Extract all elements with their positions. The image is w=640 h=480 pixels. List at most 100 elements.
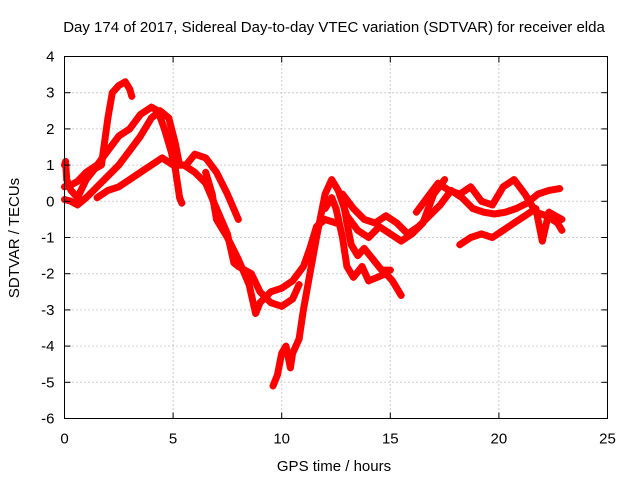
data-point xyxy=(388,277,396,285)
data-point xyxy=(349,205,357,213)
x-tick-label: 0 xyxy=(60,431,68,448)
data-point xyxy=(223,190,231,198)
data-point xyxy=(371,219,379,227)
x-tick-label: 15 xyxy=(382,431,399,448)
data-point xyxy=(74,201,82,209)
data-point xyxy=(478,197,486,205)
y-tick-label: -4 xyxy=(41,338,54,355)
x-tick-label: 5 xyxy=(169,431,177,448)
data-point xyxy=(115,183,123,191)
data-point xyxy=(382,212,390,220)
data-point xyxy=(558,226,566,234)
data-point xyxy=(256,288,264,296)
data-point xyxy=(360,215,368,223)
series-group xyxy=(61,78,566,390)
grid xyxy=(64,56,608,419)
data-point xyxy=(545,186,553,194)
data-point xyxy=(456,241,464,249)
data-point xyxy=(278,302,286,310)
data-point xyxy=(245,281,253,289)
data-point xyxy=(267,288,275,296)
data-point xyxy=(178,199,186,207)
data-series-pass-d xyxy=(93,154,303,310)
data-point xyxy=(295,281,303,289)
data-point xyxy=(295,335,303,343)
data-point xyxy=(160,125,168,133)
y-tick-label: 4 xyxy=(46,49,54,66)
y-tick-label: 3 xyxy=(46,85,54,102)
y-tick-label: -6 xyxy=(41,411,54,428)
data-point xyxy=(369,255,377,263)
data-point xyxy=(510,176,518,184)
data-point xyxy=(158,154,166,162)
data-point xyxy=(365,234,373,241)
data-point xyxy=(278,284,286,292)
data-point xyxy=(347,241,355,249)
data-point xyxy=(343,262,351,270)
data-point xyxy=(213,215,221,223)
data-point xyxy=(115,81,123,89)
data-point xyxy=(165,114,173,122)
data-point xyxy=(93,161,101,169)
data-point xyxy=(386,266,394,274)
data-point xyxy=(67,181,75,189)
data-point xyxy=(488,201,496,209)
data-point xyxy=(169,161,177,169)
data-point xyxy=(354,226,362,234)
data-point xyxy=(488,234,496,241)
data-point xyxy=(393,219,401,227)
data-point xyxy=(469,205,477,213)
y-tick-label: -1 xyxy=(41,230,54,247)
data-point xyxy=(365,277,373,285)
data-point xyxy=(247,270,255,278)
data-point xyxy=(321,190,329,198)
data-point xyxy=(558,215,566,223)
data-point xyxy=(289,349,297,357)
data-point xyxy=(104,114,112,122)
data-point xyxy=(289,277,297,285)
data-point xyxy=(137,132,145,140)
data-point xyxy=(332,205,340,213)
data-point xyxy=(434,179,442,187)
series-line xyxy=(456,205,566,249)
data-point xyxy=(191,168,199,176)
data-point xyxy=(234,255,242,263)
data-point xyxy=(445,186,453,194)
data-point xyxy=(202,168,210,176)
data-point xyxy=(415,223,423,231)
data-point xyxy=(126,176,134,184)
data-point xyxy=(213,168,221,176)
data-point xyxy=(510,219,518,227)
data-point xyxy=(115,132,123,140)
data-point xyxy=(282,342,290,350)
data-point xyxy=(252,310,260,318)
data-point xyxy=(349,273,357,281)
data-point xyxy=(328,194,336,202)
data-point xyxy=(456,190,464,198)
data-point xyxy=(478,230,486,238)
data-point xyxy=(121,78,129,86)
data-point xyxy=(126,85,134,93)
chart-title: Day 174 of 2017, Sidereal Day-to-day VTE… xyxy=(63,19,605,36)
data-point xyxy=(499,183,507,191)
x-tick-label: 25 xyxy=(599,431,616,448)
y-tick-label: 0 xyxy=(46,193,54,210)
data-point xyxy=(423,194,431,202)
data-point xyxy=(234,215,242,223)
data-point xyxy=(299,306,307,314)
data-point xyxy=(126,147,134,155)
data-point xyxy=(339,234,347,241)
data-point xyxy=(306,270,314,278)
data-point xyxy=(321,205,329,213)
y-tick-label: -5 xyxy=(41,374,54,391)
data-point xyxy=(223,234,231,241)
data-point xyxy=(269,382,277,390)
data-point xyxy=(156,107,164,115)
axis-ticks: 0 5 10 15 20 25 -6 -5 -4 -3 -2 -1 0 1 2 3 4 xyxy=(41,49,616,448)
data-point xyxy=(397,291,405,299)
data-point xyxy=(104,147,112,155)
data-point xyxy=(339,190,347,198)
data-point xyxy=(404,230,412,238)
data-point xyxy=(74,194,82,202)
